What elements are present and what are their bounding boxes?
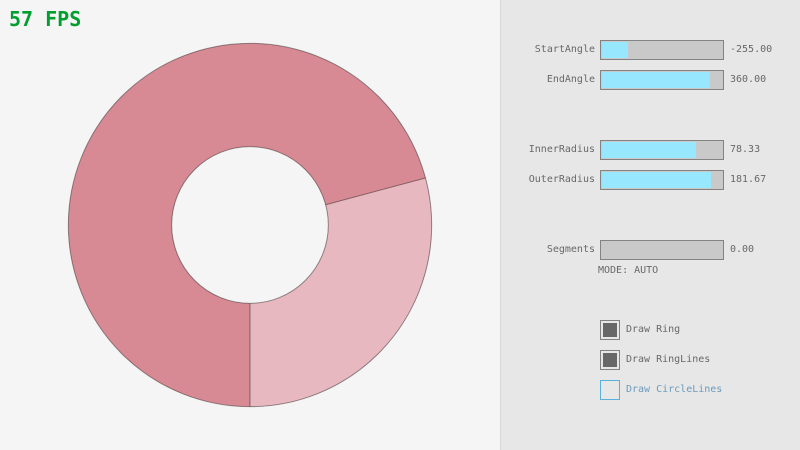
inner-radius-value: 78.33 [730,144,761,155]
segments-mode-label: MODE: AUTO [598,265,659,276]
segments-slider[interactable] [600,240,724,260]
outer-radius-slider-fill [602,172,711,188]
end-angle-label: EndAngle [546,74,595,85]
draw-circlelines-checkmark [603,383,617,397]
start-angle-value: -255.00 [730,44,773,55]
fps-counter: 57 FPS [9,7,82,31]
outer-radius-slider[interactable] [600,170,724,190]
end-angle-slider-fill [602,72,710,88]
draw-ringlines-label: Draw RingLines [626,354,711,365]
outer-radius-label: OuterRadius [528,174,595,185]
ring-hole [171,146,329,304]
segments-value: 0.00 [730,244,755,255]
draw-ring-checkmark [603,323,617,337]
draw-circlelines-checkbox[interactable] [600,380,620,400]
inner-radius-slider[interactable] [600,140,724,160]
start-angle-slider-fill [602,42,628,58]
ring-line-end-angle [325,177,426,206]
segments-label: Segments [546,244,595,255]
start-angle-slider[interactable] [600,40,724,60]
start-angle-label: StartAngle [534,44,595,55]
draw-ringlines-checkmark [603,353,617,367]
draw-ringlines-checkbox[interactable] [600,350,620,370]
end-angle-value: 360.00 [730,74,767,85]
draw-ring-checkbox[interactable] [600,320,620,340]
ring-outline-outer [67,42,433,408]
outer-radius-value: 181.67 [730,174,767,185]
end-angle-slider[interactable] [600,70,724,90]
draw-circlelines-label: Draw CircleLines [626,384,723,395]
ring-outline-inner [171,146,329,304]
inner-radius-slider-fill [602,142,696,158]
draw-ring-label: Draw Ring [626,324,681,335]
inner-radius-label: InnerRadius [528,144,595,155]
